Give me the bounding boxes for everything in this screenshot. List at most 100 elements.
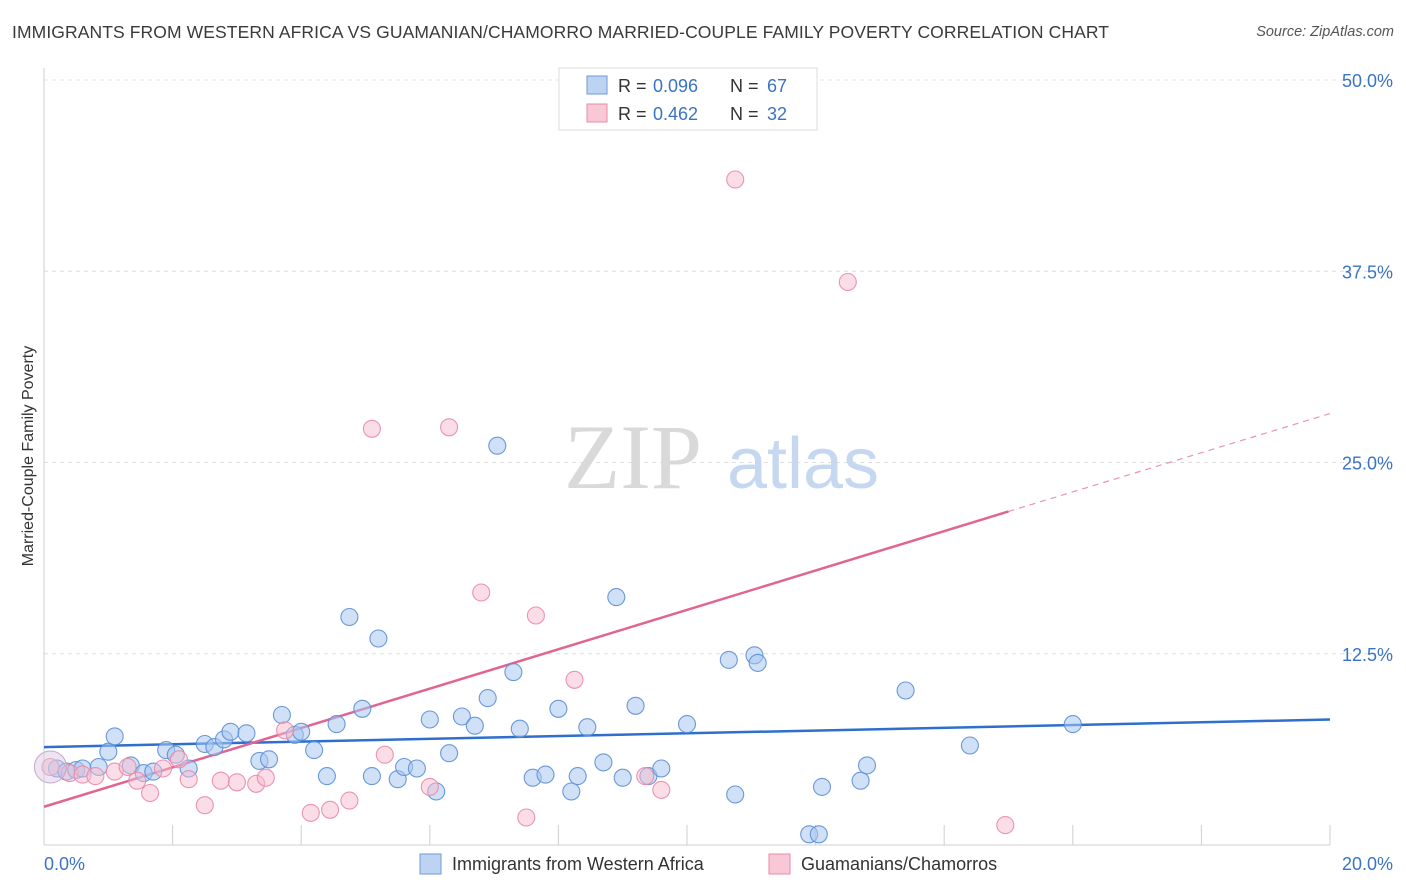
point-guamanians (517, 808, 536, 827)
trend-line-immigrants (43, 718, 1331, 749)
legend-label-guamanians: Guamanians/Chamorros (801, 854, 997, 874)
point-guamanians (179, 770, 198, 789)
point-guamanians (256, 768, 275, 787)
point-guamanians (565, 670, 584, 689)
point-immigrants (105, 727, 124, 746)
trend-line-guamanians (43, 510, 1009, 808)
trend-lines (43, 412, 1331, 808)
point-guamanians (141, 783, 160, 803)
point-immigrants (896, 681, 915, 700)
stats-n-label-2: N = (730, 104, 759, 124)
point-immigrants (626, 696, 645, 715)
data-points (33, 170, 1082, 844)
watermark-zip: ZIP (564, 406, 702, 508)
point-immigrants (613, 768, 632, 787)
series-legend: Immigrants from Western Africa Guamanian… (419, 853, 997, 875)
point-immigrants (272, 705, 291, 725)
legend-swatch-immigrants (419, 853, 442, 875)
point-immigrants (851, 771, 870, 790)
point-immigrants (327, 715, 346, 734)
gridlines (44, 79, 1395, 655)
point-immigrants (362, 767, 381, 786)
source-credit: Source: ZipAtlas.com (1256, 24, 1394, 40)
point-guamanians (838, 272, 857, 292)
point-guamanians (420, 777, 439, 796)
point-guamanians (340, 791, 359, 810)
point-guamanians (321, 800, 340, 819)
point-immigrants (465, 716, 484, 735)
point-immigrants (677, 715, 697, 734)
point-immigrants (99, 742, 118, 761)
point-immigrants (440, 744, 459, 763)
point-immigrants (652, 759, 671, 778)
point-immigrants (407, 759, 426, 778)
stats-n-value-2: 32 (767, 104, 787, 124)
point-immigrants (549, 699, 568, 718)
point-immigrants (420, 710, 439, 729)
point-guamanians (227, 773, 246, 792)
stats-swatch-pink (586, 103, 608, 123)
point-immigrants (259, 750, 279, 769)
point-guamanians (726, 170, 745, 189)
point-immigrants (292, 722, 311, 741)
chart-title: IMMIGRANTS FROM WESTERN AFRICA VS GUAMAN… (12, 22, 1110, 42)
stats-r-label-1: R = (618, 76, 647, 96)
point-immigrants (536, 765, 555, 784)
stats-n-label-1: N = (730, 76, 759, 96)
axes (43, 68, 1331, 846)
x-tick-label-max: 20.0% (1342, 854, 1393, 874)
point-guamanians (472, 583, 491, 602)
stats-swatch-blue (586, 75, 608, 95)
y-tick-label: 37.5% (1342, 262, 1393, 282)
point-guamanians (128, 771, 147, 790)
point-guamanians (526, 606, 545, 625)
point-guamanians (41, 757, 60, 777)
point-guamanians (652, 780, 671, 799)
point-guamanians (118, 757, 137, 777)
point-guamanians (211, 771, 230, 790)
point-immigrants (578, 718, 597, 737)
point-immigrants (1063, 715, 1082, 734)
point-immigrants (726, 785, 745, 804)
point-immigrants (562, 782, 581, 801)
point-immigrants (594, 753, 613, 772)
watermark-atlas: atlas (727, 424, 879, 504)
point-immigrants (221, 722, 240, 741)
point-immigrants (812, 777, 832, 796)
stats-r-value-2: 0.462 (653, 104, 698, 124)
stats-legend: R = 0.096 N = 67 R = 0.462 N = 32 (558, 67, 818, 131)
point-immigrants (488, 436, 507, 455)
point-immigrants (504, 663, 523, 682)
point-guamanians (375, 745, 394, 764)
point-immigrants (607, 588, 626, 607)
stats-r-value-1: 0.096 (653, 76, 698, 96)
point-guamanians (195, 796, 214, 815)
point-immigrants (809, 825, 828, 844)
trend-line-guamanians-extension (1008, 412, 1331, 513)
point-guamanians (996, 816, 1015, 835)
tick-labels: 12.5% 25.0% 37.5% 50.0% 0.0% 20.0% (44, 71, 1393, 874)
stats-n-value-1: 67 (767, 76, 787, 96)
point-guamanians (86, 767, 105, 786)
point-immigrants (353, 699, 372, 718)
point-immigrants (369, 629, 388, 648)
point-immigrants (452, 707, 471, 726)
point-immigrants (510, 719, 529, 738)
point-immigrants (857, 756, 877, 775)
x-tick-label-min: 0.0% (44, 854, 85, 874)
point-guamanians (301, 803, 320, 822)
point-immigrants (237, 724, 256, 743)
point-guamanians (362, 419, 381, 438)
point-guamanians (169, 750, 189, 769)
legend-label-immigrants: Immigrants from Western Africa (452, 854, 705, 874)
point-guamanians (276, 721, 295, 740)
y-tick-label: 12.5% (1342, 645, 1393, 665)
point-immigrants (748, 653, 767, 672)
point-immigrants (478, 689, 497, 708)
point-immigrants (305, 741, 324, 760)
stats-r-label-2: R = (618, 104, 647, 124)
point-immigrants (317, 767, 336, 786)
point-immigrants (568, 767, 587, 786)
y-tick-label: 25.0% (1342, 454, 1393, 474)
